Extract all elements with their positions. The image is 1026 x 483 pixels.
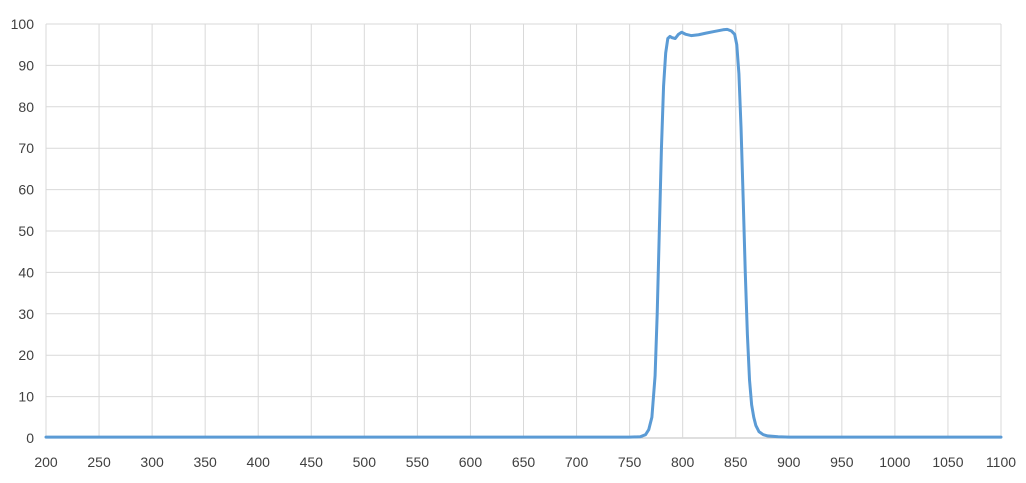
y-tick-label: 60 — [18, 182, 34, 198]
y-tick-label: 70 — [18, 140, 34, 156]
x-tick-label: 200 — [34, 454, 58, 470]
x-tick-label: 250 — [87, 454, 111, 470]
x-tick-label: 550 — [406, 454, 430, 470]
y-tick-label: 30 — [18, 306, 34, 322]
series-layer — [44, 27, 1003, 439]
x-tick-labels: 200 250 300 350 400 450 500 550 600 650 700 750 800 8… — [34, 454, 1016, 470]
y-tick-label: 100 — [11, 16, 35, 32]
x-tick-label: 450 — [300, 454, 324, 470]
x-tick-label: 1050 — [932, 454, 963, 470]
x-tick-label: 850 — [724, 454, 748, 470]
x-tick-label: 350 — [193, 454, 217, 470]
x-tick-label: 800 — [671, 454, 695, 470]
y-tick-label: 80 — [18, 99, 34, 115]
grid-layer — [45, 23, 1002, 439]
x-tick-label: 1000 — [879, 454, 910, 470]
y-tick-label: 50 — [18, 223, 34, 239]
y-tick-label: 0 — [26, 430, 34, 446]
x-tick-label: 300 — [140, 454, 164, 470]
y-tick-label: 90 — [18, 57, 34, 73]
x-tick-label: 700 — [565, 454, 589, 470]
y-tick-labels: 0 10 20 30 40 50 60 70 80 90 100 — [11, 16, 35, 446]
x-tick-label: 750 — [618, 454, 642, 470]
x-tick-label: 900 — [777, 454, 801, 470]
x-tick-label: 650 — [512, 454, 536, 470]
x-tick-label: 950 — [830, 454, 854, 470]
x-tick-label: 600 — [459, 454, 483, 470]
series-line-0 — [44, 27, 1003, 439]
x-tick-label: 500 — [353, 454, 377, 470]
x-tick-label: 400 — [247, 454, 271, 470]
y-tick-label: 40 — [18, 264, 34, 280]
y-tick-label: 20 — [18, 347, 34, 363]
x-tick-label: 1100 — [986, 454, 1016, 470]
y-tick-label: 10 — [18, 389, 34, 405]
